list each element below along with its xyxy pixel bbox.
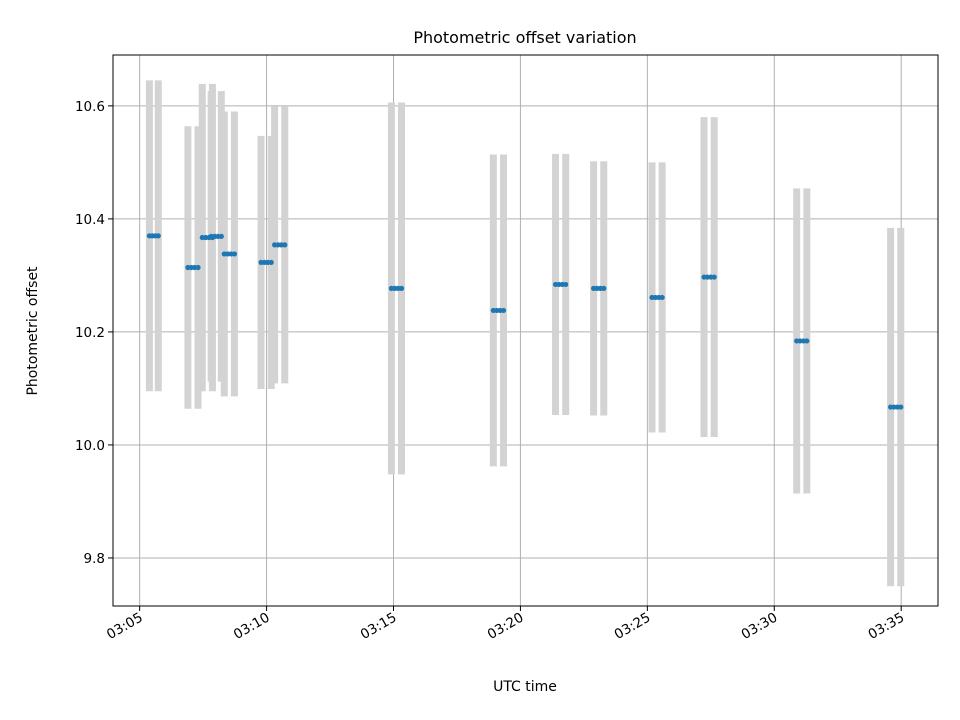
y-tick-label: 10.4 [75,212,105,228]
data-point [898,404,904,410]
data-point [804,338,810,344]
x-axis-label: UTC time [493,679,557,695]
data-point [155,233,161,239]
data-point [282,242,288,248]
data-point [268,259,274,266]
data-point [398,285,405,291]
data-point [218,233,224,240]
y-tick-label: 10.2 [75,325,105,341]
data-point [500,307,507,314]
y-tick-label: 9.8 [84,551,105,567]
data-point [231,251,238,257]
plot-area [113,55,938,606]
data-point [195,264,201,271]
y-axis-label: Photometric offset [25,266,41,396]
chart-title: Photometric offset variation [413,28,636,47]
plot-frame [112,54,939,607]
data-point [563,281,569,288]
y-axis-ticks: 9.8 10.0 10.2 10.4 10.6 [75,99,113,567]
data-point [659,294,665,301]
data-point [601,285,607,291]
data-points [146,233,904,410]
data-point [711,274,717,280]
y-tick-label: 10.0 [75,438,105,454]
y-tick-label: 10.6 [75,99,105,115]
